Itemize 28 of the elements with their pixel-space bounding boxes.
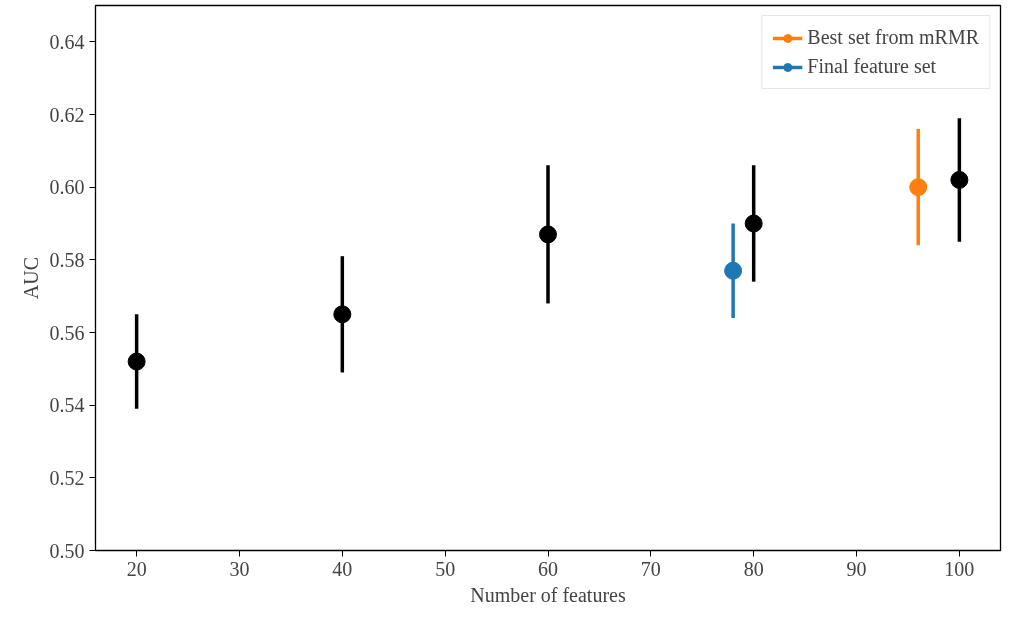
y-tick-label: 0.62 xyxy=(49,103,85,126)
point xyxy=(950,170,969,189)
x-tick-label: 20 xyxy=(126,557,147,580)
y-tick-label: 0.54 xyxy=(49,394,85,417)
x-tick-label: 40 xyxy=(332,557,353,580)
y-tick-label: 0.52 xyxy=(49,466,85,489)
point xyxy=(333,305,352,324)
x-tick-label: 90 xyxy=(846,557,867,580)
x-tick-label: 30 xyxy=(229,557,250,580)
y-tick-label: 0.56 xyxy=(49,321,85,344)
point xyxy=(127,352,146,371)
point xyxy=(744,214,763,233)
y-tick-label: 0.50 xyxy=(49,539,85,562)
point xyxy=(724,261,743,280)
y-tick-label: 0.58 xyxy=(49,248,85,271)
x-tick-label: 70 xyxy=(640,557,661,580)
legend-label: Final feature set xyxy=(807,55,937,78)
point xyxy=(909,178,928,197)
y-axis-title: AUC xyxy=(19,256,42,300)
y-tick-label: 0.60 xyxy=(49,176,85,199)
legend-label: Best set from mRMR xyxy=(807,26,979,49)
x-tick-label: 80 xyxy=(743,557,764,580)
x-tick-label: 60 xyxy=(538,557,558,580)
x-axis-title: Number of features xyxy=(470,583,626,606)
x-tick-label: 50 xyxy=(435,557,456,580)
y-tick-label: 0.64 xyxy=(49,30,85,53)
x-tick-label: 100 xyxy=(944,557,975,580)
point xyxy=(539,225,557,244)
